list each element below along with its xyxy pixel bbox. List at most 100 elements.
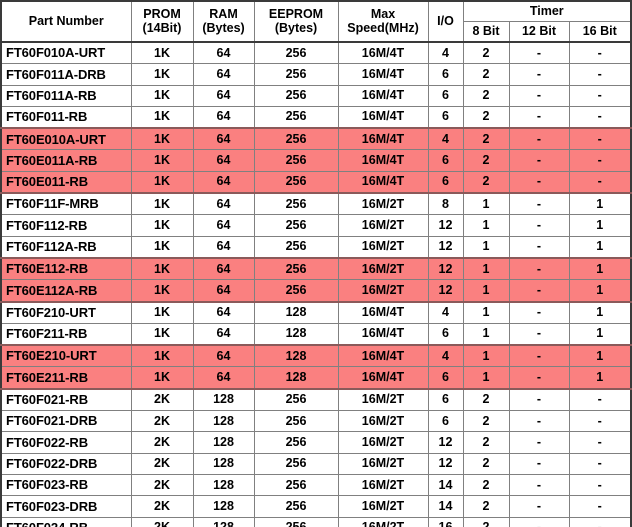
cell-io: 6	[427, 366, 464, 390]
cell-part-number: FT60F11F-MRB	[0, 192, 132, 216]
cell-timer-8bit: 2	[462, 84, 510, 107]
table-row[interactable]: FT60F112A-RB 1K 64 256 16M/2T 12 1-1	[0, 235, 632, 259]
cell-timer-12bit: -	[508, 192, 570, 216]
table-row[interactable]: FT60F011-RB 1K 64 256 16M/4T 6 2- -	[0, 105, 632, 130]
cell-timer-16bit: 1	[568, 322, 632, 347]
cell-eeprom: 256	[253, 63, 339, 86]
cell-ram: 64	[192, 300, 255, 324]
cell-part-number: FT60E010A-URT	[0, 127, 132, 151]
column-header-timer-16bit: 16 Bit	[568, 21, 632, 43]
cell-io: 12	[427, 214, 464, 237]
cell-timer-12bit: -	[508, 149, 570, 172]
table-row[interactable]: FT60E112A-RB 1K 64 256 16M/2T 12 1-1	[0, 279, 632, 303]
cell-timer-12bit: -	[508, 84, 570, 107]
cell-eeprom: 256	[253, 431, 339, 454]
table-row[interactable]: FT60E010A-URT 1K 64 256 16M/4T 4 2- -	[0, 127, 632, 151]
column-header-max-speed-line2: Speed(MHz)	[347, 20, 419, 35]
cell-part-number: FT60E112-RB	[0, 256, 132, 281]
cell-timer-8bit: 1	[462, 279, 510, 303]
cell-part-number: FT60F023-DRB	[0, 495, 132, 518]
column-header-prom: PROM (14Bit)	[130, 0, 194, 43]
column-header-ram-line2: (Bytes)	[202, 20, 245, 35]
cell-ram: 128	[192, 473, 255, 497]
table-body: FT60F010A-URT 1K 64 256 16M/4T 4 2- - FT60F011A-…	[0, 41, 632, 527]
table-row[interactable]: FT60F021-RB 2K 128 256 16M/2T 6 2- -	[0, 387, 632, 412]
table-row[interactable]: FT60F011A-RB 1K 64 256 16M/4T 6 2- -	[0, 84, 632, 107]
cell-eeprom: 128	[253, 344, 339, 368]
cell-eeprom: 256	[253, 495, 339, 518]
cell-timer-16bit: -	[568, 170, 632, 195]
cell-io: 14	[427, 473, 464, 497]
cell-max-speed: 16M/4T	[337, 366, 429, 390]
cell-io: 12	[427, 431, 464, 454]
cell-io: 12	[427, 452, 464, 475]
cell-max-speed: 16M/4T	[337, 84, 429, 107]
column-header-timer-12bit: 12 Bit	[508, 21, 570, 43]
cell-timer-16bit: -	[568, 41, 632, 65]
cell-timer-12bit: -	[508, 279, 570, 303]
cell-part-number: FT60F112A-RB	[0, 235, 132, 259]
cell-max-speed: 16M/4T	[337, 105, 429, 130]
cell-part-number: FT60F023-RB	[0, 473, 132, 497]
cell-eeprom: 256	[253, 279, 339, 303]
cell-io: 8	[427, 192, 464, 216]
cell-prom: 1K	[130, 366, 194, 390]
cell-max-speed: 16M/4T	[337, 41, 429, 65]
cell-io: 6	[427, 105, 464, 130]
cell-timer-12bit: -	[508, 452, 570, 475]
cell-part-number: FT60F011-RB	[0, 105, 132, 130]
cell-timer-16bit: 1	[568, 344, 632, 368]
cell-timer-16bit: 1	[568, 366, 632, 390]
cell-max-speed: 16M/4T	[337, 170, 429, 195]
table-row[interactable]: FT60E211-RB 1K 64 128 16M/4T 6 1-1	[0, 366, 632, 390]
cell-max-speed: 16M/4T	[337, 63, 429, 86]
cell-prom: 1K	[130, 192, 194, 216]
table-row[interactable]: FT60E011A-RB 1K 64 256 16M/4T 6 2- -	[0, 149, 632, 172]
cell-part-number: FT60E211-RB	[0, 366, 132, 390]
cell-prom: 1K	[130, 63, 194, 86]
cell-timer-16bit: -	[568, 473, 632, 497]
cell-timer-12bit: -	[508, 63, 570, 86]
table-row[interactable]: FT60F023-RB 2K 128 256 16M/2T 14 2- -	[0, 473, 632, 497]
cell-part-number: FT60E011A-RB	[0, 149, 132, 172]
column-header-max-speed: Max Speed(MHz)	[337, 0, 429, 43]
cell-timer-12bit: -	[508, 495, 570, 518]
cell-timer-8bit: 2	[462, 63, 510, 86]
table-row[interactable]: FT60F112-RB 1K 64 256 16M/2T 12 1-1	[0, 214, 632, 237]
cell-timer-12bit: -	[508, 256, 570, 281]
cell-ram: 64	[192, 105, 255, 130]
table-row[interactable]: FT60F022-DRB 2K 128 256 16M/2T 12 2- -	[0, 452, 632, 475]
cell-ram: 64	[192, 344, 255, 368]
cell-max-speed: 16M/2T	[337, 410, 429, 433]
table-row[interactable]: FT60F021-DRB 2K 128 256 16M/2T 6 2- -	[0, 410, 632, 433]
cell-ram: 128	[192, 452, 255, 475]
cell-ram: 64	[192, 235, 255, 259]
cell-max-speed: 16M/4T	[337, 322, 429, 347]
cell-prom: 1K	[130, 127, 194, 151]
cell-eeprom: 256	[253, 192, 339, 216]
cell-ram: 64	[192, 127, 255, 151]
column-header-timer-group: Timer	[462, 0, 632, 22]
cell-timer-12bit: -	[508, 366, 570, 390]
table-row[interactable]: FT60F011A-DRB 1K 64 256 16M/4T 6 2- -	[0, 63, 632, 86]
cell-eeprom: 128	[253, 322, 339, 347]
table-row[interactable]: FT60F11F-MRB 1K 64 256 16M/2T 8 1-1	[0, 192, 632, 216]
table-row[interactable]: FT60F210-URT 1K 64 128 16M/4T 4 1-1	[0, 300, 632, 324]
cell-timer-12bit: -	[508, 344, 570, 368]
table-row[interactable]: FT60E112-RB 1K 64 256 16M/2T 12 1-1	[0, 256, 632, 281]
table-row[interactable]: FT60F010A-URT 1K 64 256 16M/4T 4 2- -	[0, 41, 632, 65]
table-row[interactable]: FT60F022-RB 2K 128 256 16M/2T 12 2- -	[0, 431, 632, 454]
column-header-prom-line2: (14Bit)	[142, 20, 182, 35]
table-row[interactable]: FT60F023-DRB 2K 128 256 16M/2T 14 2- -	[0, 495, 632, 518]
table-row[interactable]: FT60F211-RB 1K 64 128 16M/4T 6 1-1	[0, 322, 632, 347]
cell-ram: 64	[192, 63, 255, 86]
table-row[interactable]: FT60E210-URT 1K 64 128 16M/4T 4 1-1	[0, 344, 632, 368]
cell-eeprom: 256	[253, 149, 339, 172]
cell-timer-8bit: 2	[462, 41, 510, 65]
cell-max-speed: 16M/2T	[337, 192, 429, 216]
cell-timer-8bit: 1	[462, 235, 510, 259]
table-row[interactable]: FT60E011-RB 1K 64 256 16M/4T 6 2- -	[0, 170, 632, 195]
cell-eeprom: 256	[253, 84, 339, 107]
